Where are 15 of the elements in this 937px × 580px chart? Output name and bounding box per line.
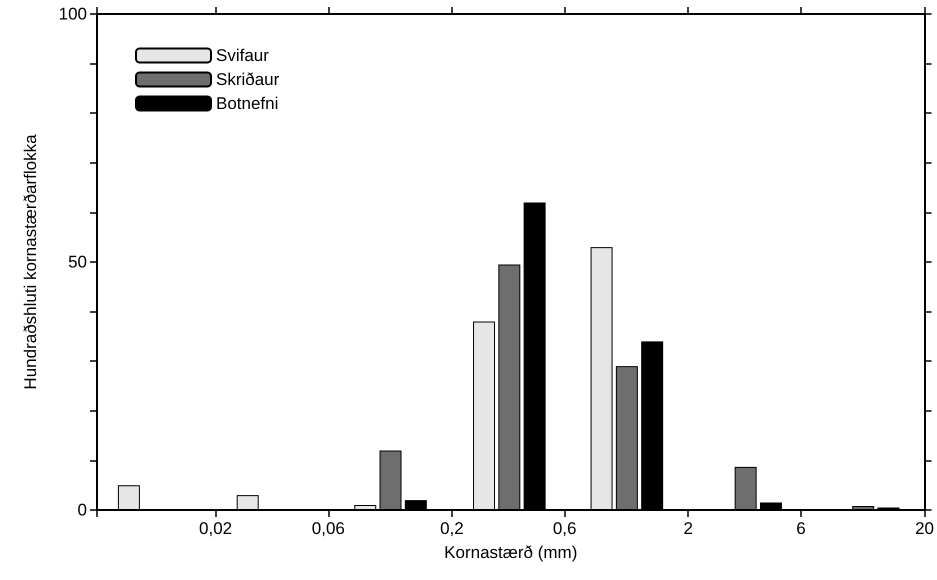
x-tick-label: 0,2: [440, 519, 464, 538]
x-tick-label: 0,06: [312, 519, 345, 538]
x-tick-label: 6: [796, 519, 806, 538]
y-axis-title: Hundraðshluti kornastærðarflokka: [21, 134, 40, 390]
x-tick-label: 2: [683, 519, 693, 538]
y-tick-label: 50: [68, 252, 87, 272]
x-tick-label: 0,6: [552, 519, 576, 538]
legend-label: Skriðaur: [216, 70, 280, 89]
y-tick-label: 100: [58, 4, 87, 24]
legend-label: Botnefni: [216, 94, 278, 113]
x-axis-title: Kornastærð (mm): [444, 543, 578, 562]
x-tick-label: 0,02: [199, 519, 232, 538]
y-tick-label: 0: [78, 500, 87, 520]
x-tick-label: 20: [915, 519, 934, 538]
legend-label: Svifaur: [216, 46, 270, 65]
